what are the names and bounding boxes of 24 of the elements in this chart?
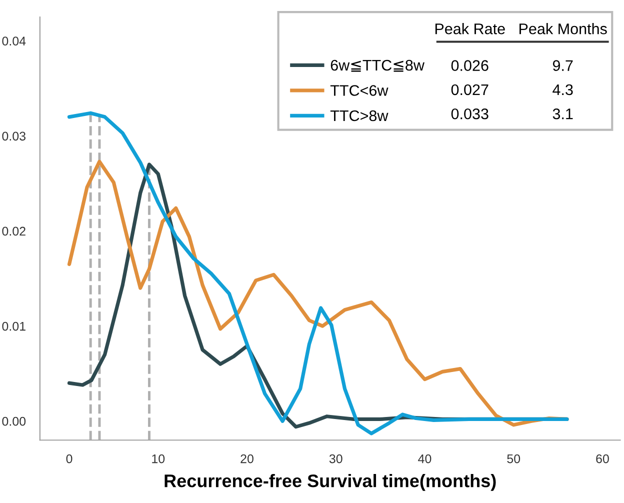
annotation: 4.3 xyxy=(552,84,573,96)
x-tick-label: 30 xyxy=(329,454,342,464)
x-tick-label: 10 xyxy=(152,454,165,464)
x-axis-title: Recurrence-free Survival time(months) xyxy=(164,474,496,491)
legend-label: 6w≦TTC≦8w xyxy=(330,60,424,72)
y-tick-label: 0.04 xyxy=(2,36,26,46)
x-tick-label: 60 xyxy=(596,454,609,464)
annotation: 0.033 xyxy=(451,108,488,120)
annotation: Peak Rate xyxy=(435,23,505,34)
annotation: 9.7 xyxy=(552,60,573,71)
y-tick-label: 0.02 xyxy=(2,226,26,236)
y-tick-label: 0.01 xyxy=(2,322,26,331)
annotation: 3.1 xyxy=(552,108,573,120)
annotation: 0.027 xyxy=(451,84,488,96)
legend-label: TTC>8w xyxy=(330,110,388,122)
annotation: 0.026 xyxy=(451,60,488,71)
x-tick-label: 20 xyxy=(240,454,254,464)
y-tick-label: 0.03 xyxy=(2,132,26,141)
legend-label: TTC<6w xyxy=(330,85,388,96)
x-tick-label: 50 xyxy=(507,454,520,464)
annotation: Peak Months xyxy=(520,23,607,34)
y-tick-label: 0.00 xyxy=(2,416,26,426)
x-tick-label: 40 xyxy=(418,454,432,464)
x-tick-label: 0 xyxy=(66,454,72,464)
